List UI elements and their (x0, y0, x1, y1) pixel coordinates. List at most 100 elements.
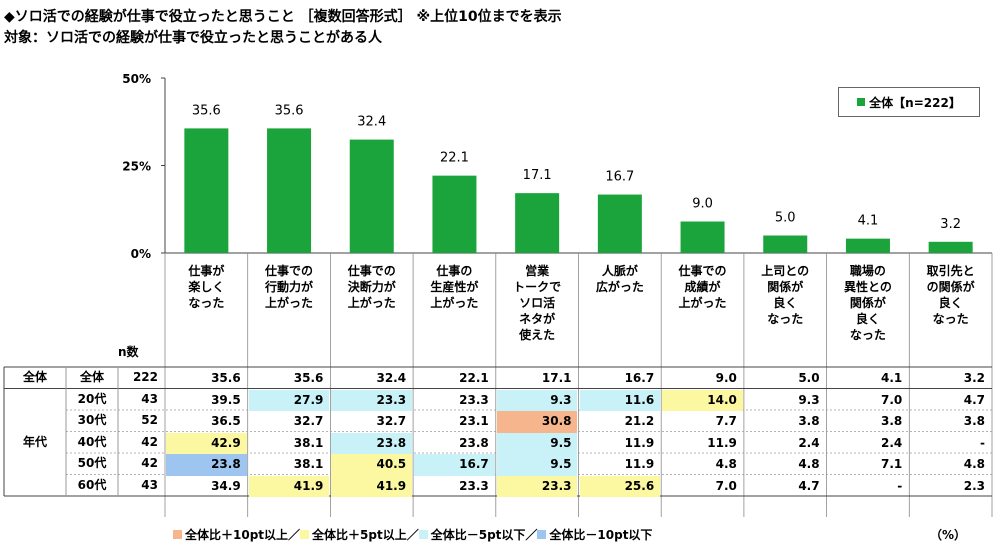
y-tick-label: 50% (122, 72, 151, 86)
table-cell: 35.6 (293, 371, 324, 385)
bar (763, 235, 808, 253)
table-cell: 23.8 (331, 432, 413, 454)
category-label: 職場の 異性との 関係が 良く なった (843, 264, 892, 342)
table-cell: 7.1 (881, 457, 903, 471)
bar (349, 139, 394, 253)
minus10-swatch (537, 530, 547, 539)
table-cell: 9.5 (496, 432, 578, 454)
table-cell: 35.6 (211, 371, 241, 385)
row-label: 60代 (77, 477, 107, 492)
table-cell: 3.8 (881, 414, 903, 428)
bar (928, 241, 973, 253)
table-cell: 7.0 (715, 478, 737, 493)
table-cell: 11.9 (624, 435, 655, 450)
table-cell: 16.7 (414, 454, 495, 476)
legend-swatch (857, 98, 866, 106)
table-cell: 14.0 (662, 389, 743, 411)
minus5-swatch (418, 530, 428, 539)
table-cell: 4.1 (881, 371, 903, 385)
table-cell: 16.7 (624, 371, 655, 385)
table-cell: 23.8 (166, 454, 247, 476)
bar-value-label: 4.1 (858, 214, 879, 229)
bar (597, 194, 642, 253)
row-label: 20代 (77, 391, 107, 406)
legend-plus5: 全体比＋5pt以上／ (300, 526, 419, 543)
row-n: 42 (141, 456, 158, 470)
category-label: 人脈が 広がった (595, 264, 644, 294)
row-label: 30代 (77, 413, 107, 427)
bar (845, 238, 890, 253)
table-cell: 11.9 (624, 457, 655, 471)
table-cell: - (897, 478, 903, 493)
plus10-label: 全体比＋10pt以上／ (185, 528, 301, 542)
legend-minus5: 全体比－5pt以下／ (418, 526, 538, 543)
table-cell: 23.3 (331, 389, 413, 411)
n-header: n数 (118, 345, 139, 359)
bar-value-label: 35.6 (275, 103, 304, 118)
unit-label: （%） (930, 528, 967, 542)
row-label: 40代 (77, 434, 107, 449)
table-cell: 11.6 (579, 389, 661, 411)
chart-legend: 全体【n=222】 (838, 87, 980, 117)
table-cell: 2.4 (798, 435, 820, 450)
table-cell: 9.3 (798, 392, 820, 407)
table-cell: 22.1 (459, 371, 489, 385)
table-cell: 3.8 (798, 414, 820, 428)
table-cell: 4.8 (963, 457, 985, 471)
category-label: 仕事での 行動力が 上がった (265, 264, 314, 310)
chart-subtitle: 対象：ソロ活での経験が仕事で役立ったと思うことがある人 (4, 30, 382, 46)
table-cell: 3.8 (963, 414, 985, 428)
highlight-legend: 全体比＋10pt以上／ 全体比＋5pt以上／ 全体比－5pt以下／ 全体比－10… (173, 526, 652, 543)
plus10-swatch (173, 530, 182, 539)
legend-label: 全体【n=222】 (869, 95, 961, 110)
table-cell: 17.1 (541, 371, 572, 385)
legend-minus10: 全体比－10pt以下 (537, 526, 652, 543)
table-cell: 23.3 (459, 478, 489, 493)
table-cell: 2.4 (881, 435, 903, 450)
category-label: 取引先と の関係が 良く なった (926, 264, 975, 326)
row-label: 全体 (79, 370, 104, 384)
legend-plus10: 全体比＋10pt以上／ (173, 526, 300, 543)
table-cell: 21.2 (624, 414, 655, 428)
y-tick-label: 0% (131, 247, 151, 261)
bar-value-label: 3.2 (940, 217, 961, 232)
table-cell: 9.3 (496, 389, 578, 411)
table-cell: 2.3 (963, 478, 985, 493)
bar (184, 128, 229, 253)
table-cell: 36.5 (211, 414, 241, 428)
row-n: 43 (141, 477, 158, 492)
table-cell: 32.7 (293, 414, 324, 428)
row-n: 222 (132, 370, 158, 384)
table-cell: 27.9 (248, 389, 330, 411)
category-label: 仕事の 生産性が 上がった (430, 264, 479, 310)
bar-value-label: 22.1 (440, 151, 469, 166)
table-cell: 4.7 (798, 478, 820, 493)
chart-title: ◆ソロ活での経験が仕事で役立ったと思うこと ［複数回答形式］ ※上位10位までを… (4, 9, 562, 25)
table-cell: 41.9 (331, 475, 413, 497)
row-n: 52 (141, 413, 158, 427)
minus5-label: 全体比－5pt以下／ (430, 528, 538, 542)
table-cell: 32.4 (376, 371, 407, 385)
table-cell: 30.8 (496, 411, 578, 433)
table-cell: 40.5 (331, 454, 413, 476)
row-n: 43 (141, 391, 158, 406)
bar-value-label: 32.4 (357, 115, 386, 130)
table-cell: 42.9 (166, 432, 247, 454)
plus5-label: 全体比＋5pt以上／ (312, 528, 419, 542)
category-label: 仕事が 楽しく なった (188, 264, 225, 310)
bar-value-label: 9.0 (692, 197, 713, 212)
table-cell: 38.1 (293, 435, 324, 450)
bar-value-label: 35.6 (192, 103, 221, 118)
table-cell: 3.2 (963, 371, 985, 385)
category-label: 営業 トークで ソロ活 ネタが 使えた (513, 264, 562, 342)
group-label-total: 全体 (22, 370, 47, 384)
group-label-age: 年代 (22, 434, 47, 449)
table-cell: 23.3 (496, 475, 578, 497)
table-cell: 7.7 (715, 414, 737, 428)
table-cell: 23.8 (459, 435, 489, 450)
table-cell: 4.7 (963, 392, 985, 407)
minus10-label: 全体比－10pt以下 (549, 528, 653, 542)
table-cell: 9.0 (715, 371, 737, 385)
table-cell: 34.9 (211, 478, 241, 493)
